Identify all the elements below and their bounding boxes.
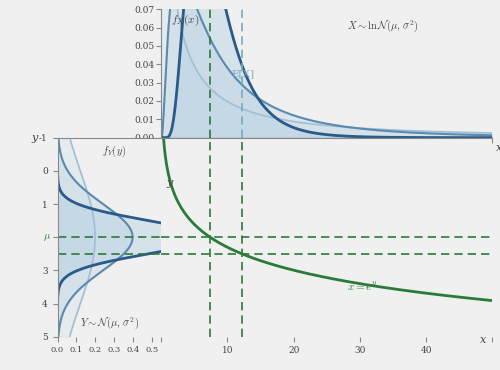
Text: $e^{\mu}$: $e^{\mu}$ (205, 149, 216, 159)
Text: $Y \sim \mathcal{N}(\mu,\,\sigma^2)$: $Y \sim \mathcal{N}(\mu,\,\sigma^2)$ (80, 315, 140, 331)
Text: x: x (496, 143, 500, 153)
Text: $f_X(x)$: $f_X(x)$ (171, 13, 200, 28)
Text: $X \sim \ln\mathcal{N}(\mu,\,\sigma^2)$: $X \sim \ln\mathcal{N}(\mu,\,\sigma^2)$ (346, 18, 418, 34)
Text: x: x (480, 335, 486, 345)
Text: $f_Y(y)$: $f_Y(y)$ (102, 144, 126, 159)
Text: y: y (32, 133, 38, 143)
Text: $\mu$: $\mu$ (44, 232, 52, 243)
Text: y: y (166, 178, 172, 188)
Text: $x = e^y$: $x = e^y$ (346, 280, 378, 293)
Text: $e^{\mu+\frac{1}{2}\sigma^2}$: $e^{\mu+\frac{1}{2}\sigma^2}$ (244, 149, 267, 161)
Text: E[X]: E[X] (232, 69, 255, 78)
